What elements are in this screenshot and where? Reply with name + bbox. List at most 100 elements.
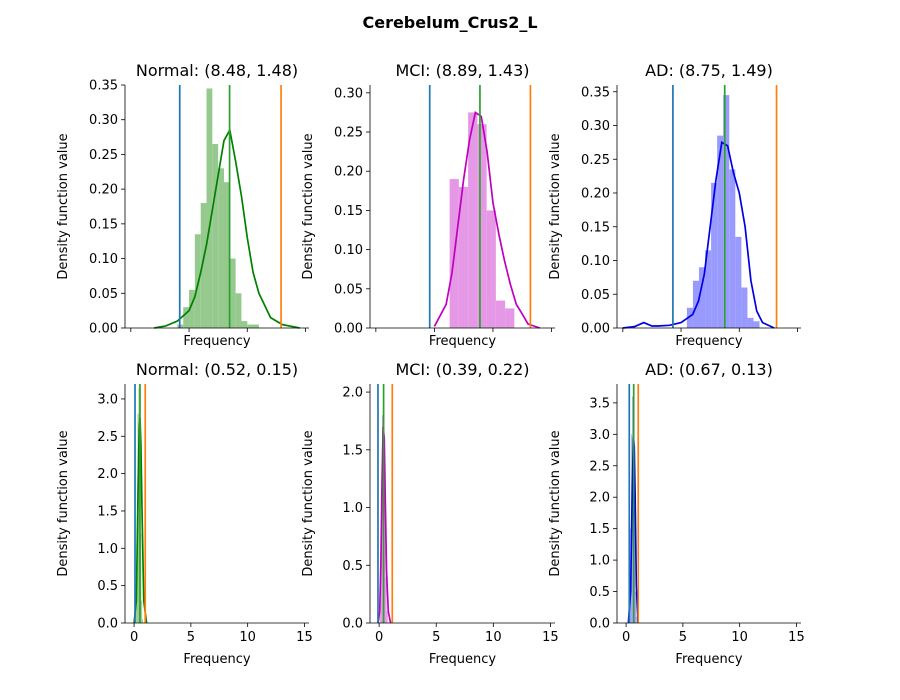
chart-0-title: Normal: (8.48, 1.48) [136,61,298,80]
chart-2-bar [705,250,712,329]
chart-5-xtick-label: 15 [788,630,805,645]
chart-1-ytick-label: 0.25 [334,126,363,141]
chart-4-ytick-label: 0.0 [342,617,363,632]
chart-0-ytick-label: 0.10 [89,252,118,267]
chart-1-ytick-label: 0.20 [334,165,363,180]
chart-3-ytick-label: 1.5 [97,504,118,519]
chart-3-bar [142,619,144,623]
chart-3-bar [138,387,140,623]
chart-5-title: AD: (0.67, 0.13) [645,360,773,379]
figure-suptitle: Cerebelum_Crus2_L [362,13,537,32]
chart-0-bar [200,203,207,328]
chart-1-ytick-label: 0.30 [334,86,363,101]
chart-3-ylabel: Density function value [56,430,71,576]
chart-0-bar [206,88,213,328]
chart-2-bar [741,287,748,328]
chart-5-ytick-label: 1.5 [589,522,610,537]
chart-0-ytick-label: 0.00 [89,322,118,337]
chart-2-ytick-label: 0.25 [581,153,610,168]
chart-1-ytick-label: 0.15 [334,204,363,219]
chart-5-panel: 0.0 0.5 1.0 1.5 2.0 2.5 3.0 3.5 0 5 10 15 AD: (0.67,… [548,360,805,667]
chart-4-xlabel: Frequency [429,652,496,667]
chart-5-ytick-label: 2.5 [589,459,610,474]
chart-2-bar [717,135,724,329]
chart-2-ytick-label: 0.15 [581,220,610,235]
chart-0-ytick-label: 0.25 [89,148,118,163]
chart-3-ytick-label: 3.0 [97,392,118,407]
chart-5-ytick-label: 3.0 [589,428,610,443]
chart-2-xlabel: Frequency [675,334,742,349]
chart-0-bar [183,307,190,328]
chart-1-bar [468,112,478,328]
chart-3-ytick-label: 2.0 [97,467,118,482]
chart-3-panel: 0.0 0.5 1.0 1.5 2.0 2.5 3.0 0 5 10 15 Normal: (0.52… [56,360,313,667]
chart-5-xlabel: Frequency [675,652,742,667]
chart-1-ytick-label: 0.00 [334,322,363,337]
chart-0-bar [235,293,242,328]
chart-0-bar [218,168,224,328]
chart-4-ytick-label: 0.5 [342,559,363,574]
chart-3-ytick-label: 1.0 [97,542,118,557]
chart-2-title: AD: (8.75, 1.49) [645,61,773,80]
chart-0-ytick-label: 0.20 [89,183,118,198]
chart-2-bar [729,169,736,329]
chart-4-xtick-label: 5 [432,630,440,645]
chart-2-bar [735,236,742,329]
chart-2-bar [698,267,706,328]
chart-0-bar [223,182,230,328]
chart-2-ytick-label: 0.30 [581,119,610,134]
chart-5-ytick-label: 1.0 [589,554,610,569]
chart-2-ylabel: Density function value [548,133,563,279]
chart-3-bar [135,600,137,623]
chart-5-ylabel: Density function value [548,430,563,576]
chart-0-bar [229,258,236,328]
chart-0-kde-line [153,127,300,329]
chart-1-bar [505,308,515,328]
chart-2-bar [692,280,699,328]
chart-3-xlabel: Frequency [183,652,250,667]
chart-3-xtick-label: 15 [296,630,313,645]
chart-1-ytick-label: 0.05 [334,282,363,297]
chart-4-xtick-label: 10 [485,630,502,645]
chart-3-xtick-label: 10 [239,630,256,645]
chart-3-ytick-label: 2.5 [97,430,118,445]
chart-2-ytick-label: 0.10 [581,254,610,269]
chart-4-xtick-label: 15 [542,630,559,645]
chart-2-bar [747,317,754,329]
chart-0-bar [189,289,195,328]
chart-5-bar [634,591,636,623]
chart-5-ytick-label: 3.5 [589,396,610,411]
chart-4-ytick-label: 2.0 [342,386,363,401]
chart-2-ytick-label: 0.20 [581,187,610,202]
chart-3-ytick-label: 0.5 [97,579,118,594]
chart-1-panel: 0.00 0.05 0.10 0.15 0.20 0.25 0.30 MCI: (8.89, … [301,61,555,349]
chart-4-bar [384,507,386,623]
chart-3-ytick-label: 0.0 [97,617,118,632]
chart-1-xlabel: Frequency [429,334,496,349]
chart-1-bar [486,210,496,328]
chart-0-ylabel: Density function value [56,133,71,279]
chart-4-bar [386,611,388,623]
chart-0-xlabel: Frequency [183,334,250,349]
chart-5-xtick-label: 10 [731,630,748,645]
chart-4-title: MCI: (0.39, 0.22) [395,360,529,379]
chart-4-bar [381,415,384,623]
chart-2-ytick-label: 0.00 [581,322,610,337]
chart-1-title: MCI: (8.89, 1.43) [395,61,529,80]
chart-5-ytick-label: 2.0 [589,491,610,506]
chart-4-ytick-label: 1.5 [342,443,363,458]
chart-2-ytick-label: 0.05 [581,288,610,303]
chart-4-xtick-label: 0 [375,630,383,645]
chart-5-ytick-label: 0.5 [589,585,610,600]
chart-5-bar [635,616,637,623]
chart-2-ytick-label: 0.35 [581,85,610,100]
chart-0-bar [241,321,248,328]
chart-2-panel: 0.00 0.05 0.10 0.15 0.20 0.25 0.30 0.35 AD: (8.7… [548,61,801,349]
chart-3-title: Normal: (0.52, 0.15) [136,360,298,379]
chart-3-xtick-label: 0 [130,630,138,645]
chart-0-ytick-label: 0.30 [89,113,118,128]
chart-1-bar [477,124,487,328]
chart-0-panel: 0.00 0.05 0.10 0.15 0.20 0.25 0.30 0.35 Normal: … [56,61,309,349]
chart-3-xtick-label: 5 [187,630,195,645]
